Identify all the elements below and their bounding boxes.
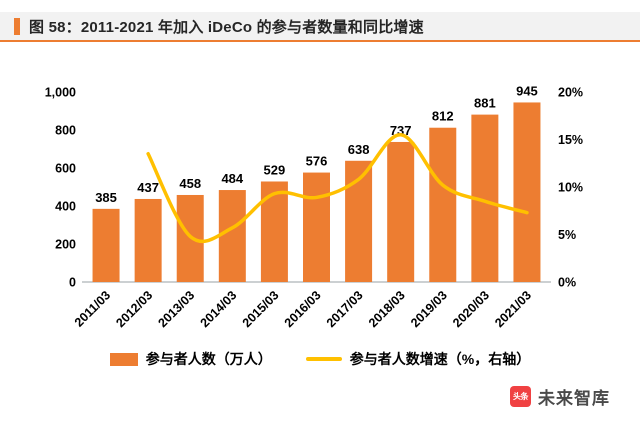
x-axis-label: 2018/03 xyxy=(366,288,408,330)
bar-value-label: 812 xyxy=(432,109,454,124)
x-axis-label: 2011/03 xyxy=(72,288,113,329)
chart-area: 0 200 400 600 800 1,000 0% 5% 10% 15% 20% 385 437 458… xyxy=(0,42,640,352)
ideco-chart: 0 200 400 600 800 1,000 0% 5% 10% 15% 20% 385 437 458… xyxy=(45,83,583,330)
growth-line xyxy=(146,133,529,244)
figure-header: 图 58：2011-2021 年加入 iDeCo 的参与者数量和同比增速 xyxy=(0,12,640,42)
x-axis-label: 2015/03 xyxy=(240,288,282,330)
bar-value-label: 437 xyxy=(137,180,159,195)
line-series-swatch xyxy=(305,357,342,361)
x-axis-label: 2014/03 xyxy=(198,288,240,330)
left-axis-tick: 600 xyxy=(55,162,76,176)
x-axis-label: 2016/03 xyxy=(282,288,324,330)
legend-item-participants: 参与者人数（万人） xyxy=(109,349,272,369)
bar-series-swatch xyxy=(109,352,138,366)
bar-value-label: 881 xyxy=(474,96,496,111)
watermark: 头条 未来智库 xyxy=(0,384,610,409)
bar-value-label: 458 xyxy=(179,176,201,191)
right-axis-tick: 20% xyxy=(558,86,583,100)
watermark-text: 未来智库 xyxy=(538,389,610,408)
bar-value-label: 945 xyxy=(516,83,538,98)
bar-2021/03 xyxy=(513,102,541,282)
left-axis-tick: 400 xyxy=(55,200,76,214)
bar-value-label: 385 xyxy=(95,190,117,205)
x-axis-label: 2021/03 xyxy=(492,288,534,330)
bar-value-label: 576 xyxy=(306,154,328,169)
x-axis-label: 2017/03 xyxy=(324,288,366,330)
toutiao-logo-icon: 头条 xyxy=(510,386,531,407)
left-axis-tick: 200 xyxy=(55,238,76,252)
x-axis-label: 2020/03 xyxy=(450,288,492,330)
bar-2015/03 xyxy=(260,181,288,282)
bar-value-label: 484 xyxy=(221,171,243,186)
bar-2012/03 xyxy=(134,198,162,282)
header-accent-bar xyxy=(14,17,20,35)
bar-value-label: 529 xyxy=(264,162,286,177)
legend-item-growth: 参与者人数增速（%，右轴） xyxy=(305,349,531,369)
x-axis-label: 2012/03 xyxy=(113,288,155,330)
legend-bar-label: 参与者人数（万人） xyxy=(145,351,272,367)
left-axis-tick: 1,000 xyxy=(45,86,76,100)
bar-2014/03 xyxy=(218,190,246,282)
bar-2018/03 xyxy=(387,141,415,282)
right-axis-tick: 0% xyxy=(558,276,576,290)
figure-title: 图 58：2011-2021 年加入 iDeCo 的参与者数量和同比增速 xyxy=(29,18,424,36)
bar-2019/03 xyxy=(429,127,457,282)
bar-2016/03 xyxy=(303,172,330,282)
right-axis-tick: 5% xyxy=(558,228,576,242)
right-axis-tick: 15% xyxy=(558,133,583,147)
left-axis-tick: 800 xyxy=(55,124,76,138)
x-axis-label: 2019/03 xyxy=(408,288,450,330)
right-axis-tick: 10% xyxy=(558,181,583,195)
left-axis-tick: 0 xyxy=(69,276,76,290)
chart-legend: 参与者人数（万人） 参与者人数增速（%，右轴） xyxy=(0,348,640,370)
bar-value-label: 638 xyxy=(348,142,370,157)
bar-2011/03 xyxy=(92,208,120,282)
legend-line-label: 参与者人数增速（%，右轴） xyxy=(349,351,531,367)
x-axis-label: 2013/03 xyxy=(155,288,197,330)
